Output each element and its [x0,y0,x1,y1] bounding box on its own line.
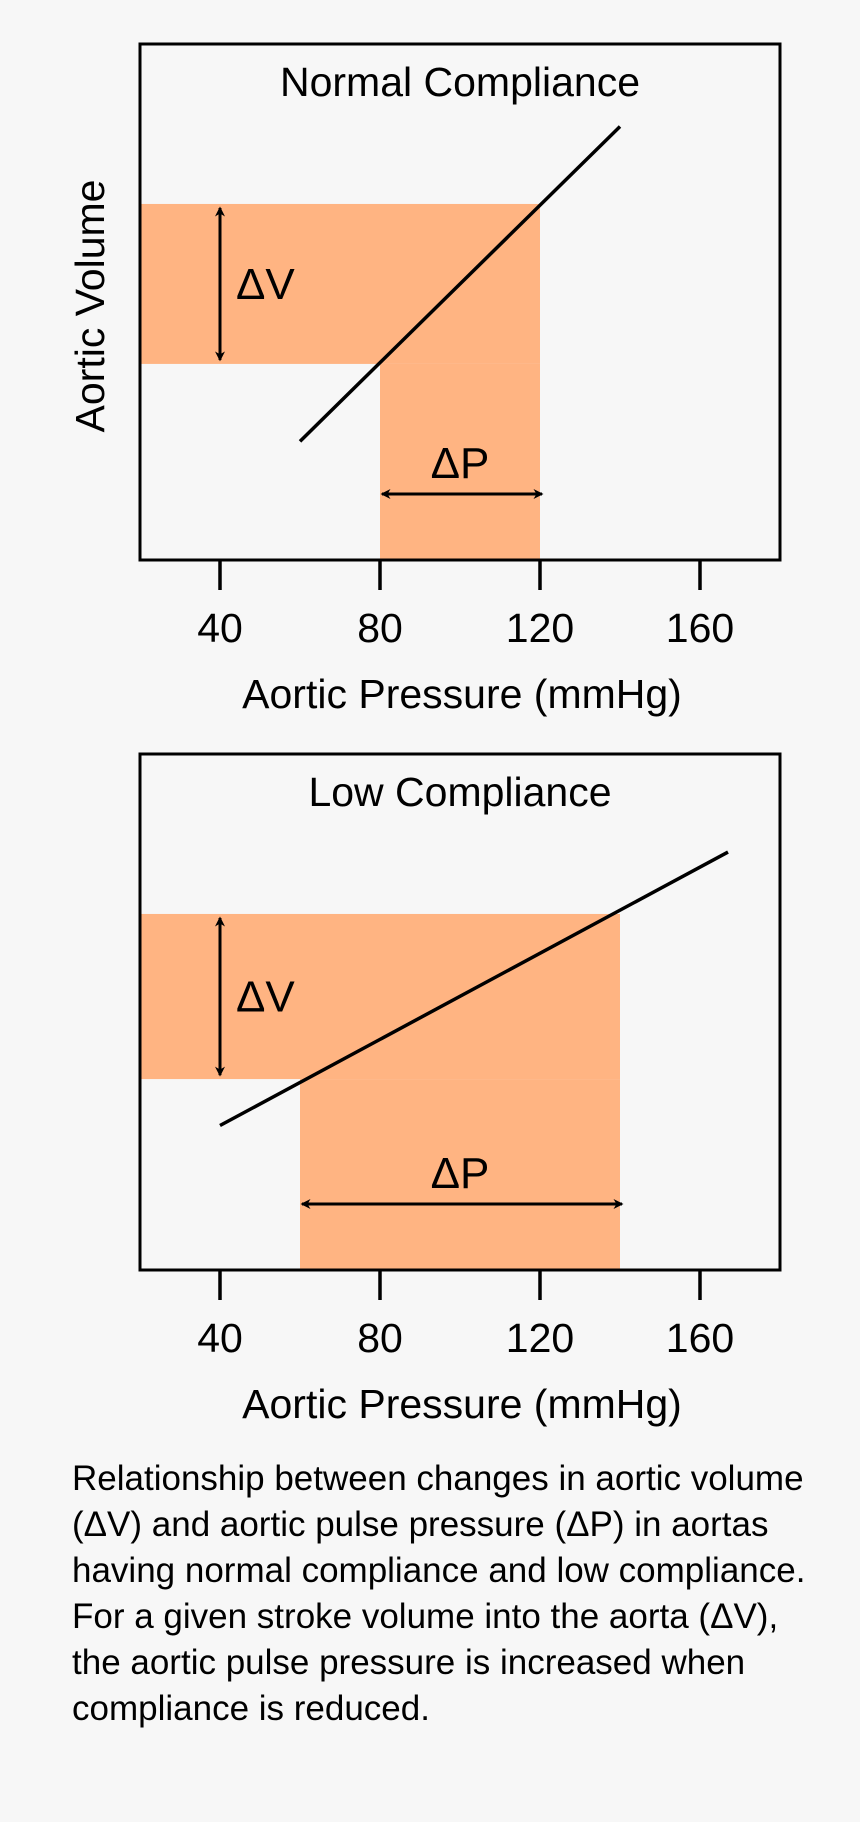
x-tick-label: 160 [666,1315,734,1361]
x-tick-label: 160 [666,605,734,651]
x-tick-label: 80 [357,605,403,651]
x-tick-label: 40 [197,605,243,651]
chart-title: Low Compliance [308,769,611,815]
x-axis-label: Aortic Pressure (mmHg) [242,671,682,717]
delta-p-label: ΔP [431,1149,490,1198]
delta-v-band [140,203,540,364]
compliance-line [298,125,622,443]
plot-frame [138,42,782,562]
delta-p-band [380,363,540,560]
chart-title: Normal Compliance [280,59,640,105]
delta-v-band [140,913,620,1080]
x-tick-label: 80 [357,1315,403,1361]
x-tick-label: 120 [506,605,574,651]
delta-p-band [300,1079,620,1270]
figure-caption: Relationship between changes in aortic v… [72,1459,806,1728]
chart-panel-1: Normal Compliance ΔV ΔP 40 80 120 160 Aortic Pr… [67,42,782,717]
plot-frame [138,752,782,1272]
chart-panel-2: Low Compliance ΔV ΔP 40 80 120 160 Aortic Press… [138,752,782,1427]
delta-p-label: ΔP [431,439,490,488]
compliance-line [219,850,729,1128]
delta-v-label: ΔV [236,260,295,309]
delta-v-label: ΔV [236,973,295,1022]
x-tick-label: 120 [506,1315,574,1361]
y-axis-label: Aortic Volume [67,180,113,433]
x-tick-label: 40 [197,1315,243,1361]
x-axis-label: Aortic Pressure (mmHg) [242,1381,682,1427]
